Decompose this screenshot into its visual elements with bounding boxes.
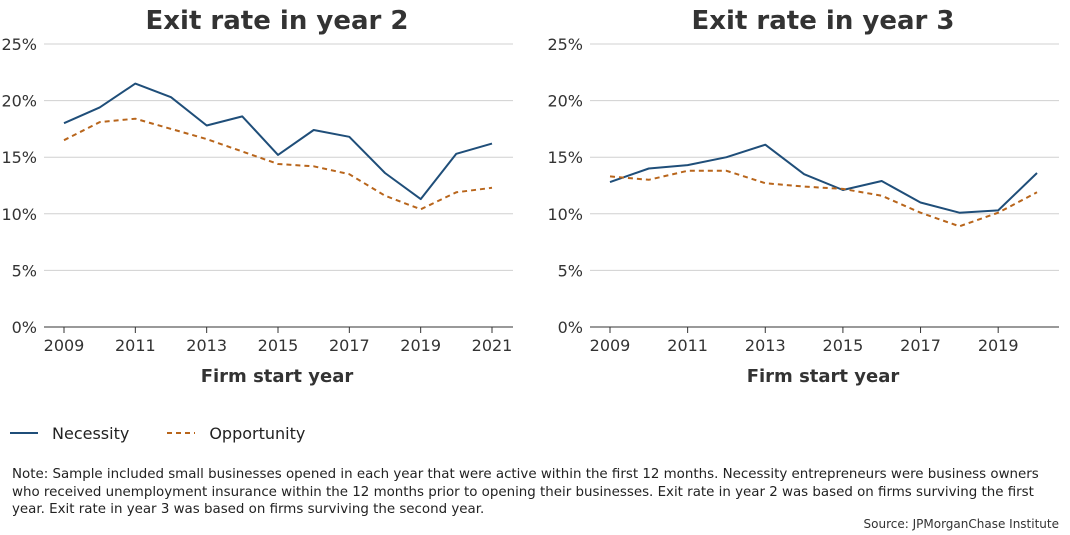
- legend-label-necessity: Necessity: [52, 423, 130, 443]
- chart1-x-tick-label: 2019: [400, 336, 441, 355]
- chart2-x-tick-label: 2009: [590, 336, 631, 355]
- chart2-x-tick-label: 2015: [823, 336, 864, 355]
- legend-label-opportunity: Opportunity: [209, 423, 306, 443]
- chart1-x-tick-label: 2015: [258, 336, 299, 355]
- chart2-x-axis-label: Firm start year: [747, 366, 900, 387]
- charts-canvas: Exit rate in year 2 0% 5% 10% 15% 20% 25% 2009 2…: [1, 6, 1059, 387]
- chart2-series-opportunity: [609, 169, 1038, 228]
- chart1-x-tick-label: 2009: [44, 336, 85, 355]
- chart1-y-tick-label: 15%: [1, 148, 37, 167]
- chart1-series-necessity: [63, 82, 493, 201]
- chart2-y-tick-label: 25%: [547, 35, 583, 54]
- chart2-x-tick-label: 2011: [667, 336, 708, 355]
- chart2-y-tick-label: 15%: [547, 148, 583, 167]
- legend: Necessity Opportunity: [10, 421, 343, 445]
- chart1-y-tick-label: 10%: [1, 205, 37, 224]
- chart1-y-tick-label: 25%: [1, 35, 37, 54]
- legend-swatch-opportunity: [167, 432, 196, 434]
- chart1-title: Exit rate in year 2: [146, 6, 409, 36]
- chart2-series-necessity: [609, 143, 1038, 214]
- footnote: Note: Sample included small businesses o…: [12, 467, 1039, 517]
- legend-item-necessity: Necessity: [10, 424, 129, 443]
- chart2-y-tick-label: 20%: [547, 92, 583, 111]
- chart1-x-axis-label: Firm start year: [201, 366, 354, 387]
- chart1-y-tick-label: 5%: [12, 261, 37, 280]
- chart1-x-tick-label: 2011: [115, 336, 156, 355]
- chart2-y-tick-label: 5%: [558, 261, 583, 280]
- chart2-x-tick-label: 2019: [978, 336, 1019, 355]
- legend-swatch-necessity: [10, 432, 38, 434]
- chart1-y-tick-label: 0%: [12, 318, 37, 337]
- chart1-x-tick-label: 2017: [329, 336, 370, 355]
- chart2-y-tick-label: 10%: [547, 205, 583, 224]
- legend-item-opportunity: Opportunity: [167, 424, 305, 443]
- chart1-series-opportunity: [63, 117, 493, 211]
- chart1-x-tick-label: 2021: [472, 336, 513, 355]
- chart1-y-tick-label: 20%: [1, 92, 37, 111]
- chart2-title: Exit rate in year 3: [692, 6, 955, 36]
- chart2-x-tick-label: 2013: [745, 336, 786, 355]
- chart1-x-tick-label: 2013: [186, 336, 227, 355]
- source-credit: Source: JPMorganChase Institute: [863, 517, 1059, 531]
- chart2-y-tick-label: 0%: [558, 318, 583, 337]
- chart2-x-tick-label: 2017: [900, 336, 941, 355]
